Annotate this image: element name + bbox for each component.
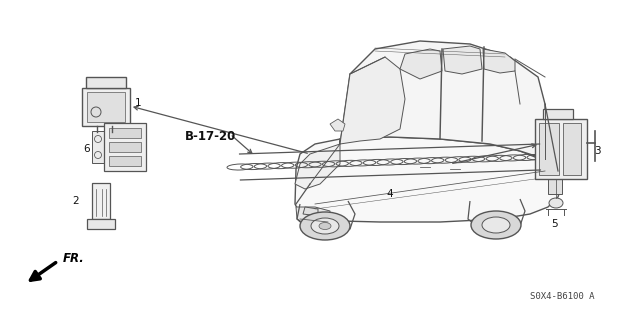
Bar <box>548 174 562 194</box>
Ellipse shape <box>471 211 521 239</box>
Text: FR.: FR. <box>63 253 84 265</box>
Text: 6: 6 <box>83 144 90 154</box>
Bar <box>543 109 573 119</box>
Bar <box>109 156 141 166</box>
Bar <box>82 88 130 126</box>
Polygon shape <box>340 57 405 144</box>
Bar <box>86 77 126 88</box>
Polygon shape <box>295 144 340 189</box>
Bar <box>87 92 125 122</box>
Text: B-17-20: B-17-20 <box>185 130 236 143</box>
Bar <box>539 123 559 175</box>
Ellipse shape <box>319 222 331 229</box>
Bar <box>563 123 581 175</box>
Polygon shape <box>295 137 562 234</box>
Text: 3: 3 <box>594 146 600 156</box>
Ellipse shape <box>482 217 510 233</box>
Polygon shape <box>400 49 442 79</box>
Bar <box>87 219 115 229</box>
Polygon shape <box>296 207 330 229</box>
Polygon shape <box>92 131 104 163</box>
Ellipse shape <box>311 218 339 234</box>
Polygon shape <box>340 41 545 159</box>
Polygon shape <box>303 207 318 216</box>
Bar <box>548 159 560 171</box>
Polygon shape <box>443 46 482 74</box>
Bar <box>109 142 141 152</box>
Text: 5: 5 <box>552 219 558 229</box>
Polygon shape <box>483 49 515 73</box>
Polygon shape <box>330 119 345 131</box>
Ellipse shape <box>300 212 350 240</box>
Text: 2: 2 <box>72 196 79 206</box>
Ellipse shape <box>549 198 563 208</box>
Bar <box>109 128 141 138</box>
Bar <box>92 183 110 219</box>
Bar <box>104 123 146 171</box>
Bar <box>535 119 587 179</box>
Text: 1: 1 <box>135 98 141 108</box>
Text: S0X4-B6100 A: S0X4-B6100 A <box>531 292 595 301</box>
Text: 4: 4 <box>387 189 394 199</box>
